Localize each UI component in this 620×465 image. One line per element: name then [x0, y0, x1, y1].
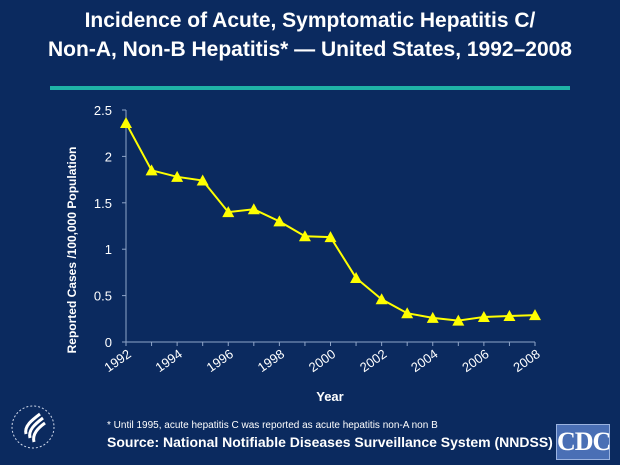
data-point-triangle: [120, 116, 132, 128]
title-line-2: Non-A, Non-B Hepatitis* — United States,…: [48, 38, 572, 61]
y-tick-label: 1.5: [94, 196, 112, 211]
data-point-triangle: [375, 293, 388, 305]
data-point-triangle: [503, 310, 516, 322]
x-axis-label: Year: [316, 389, 343, 404]
cdc-logo: CDC: [556, 424, 611, 460]
data-point-triangle: [273, 215, 286, 227]
data-line: [125, 122, 536, 322]
data-point-triangle: [426, 311, 439, 323]
x-tick-label: 2000: [306, 346, 338, 375]
y-axis-label: Reported Cases /100,000 Population: [65, 147, 79, 354]
data-point-triangle: [247, 203, 260, 215]
x-tick-label: 2004: [408, 346, 440, 375]
data-point-triangle: [222, 206, 235, 218]
y-tick-label: 0: [105, 335, 112, 350]
data-point-triangle: [196, 174, 209, 186]
data-point-triangle: [477, 310, 490, 322]
data-point-triangle: [324, 231, 337, 243]
chart-title: Incidence of Acute, Symptomatic Hepatiti…: [0, 6, 620, 64]
source-note: Source: National Notifiable Diseases Sur…: [107, 434, 553, 450]
x-tick-label: 1992: [101, 346, 133, 375]
x-tick-label: 1996: [204, 346, 236, 375]
title-line-1: Incidence of Acute, Symptomatic Hepatiti…: [84, 9, 536, 32]
x-tick-label: 1994: [153, 346, 185, 375]
data-point-triangle: [452, 314, 465, 326]
x-tick-label: 2006: [459, 346, 491, 375]
y-tick-label: 2: [105, 149, 112, 164]
x-tick-label: 2008: [510, 346, 542, 375]
data-point-triangle: [145, 164, 158, 176]
footnote: * Until 1995, acute hepatitis C was repo…: [107, 420, 438, 431]
title-divider: [50, 86, 570, 90]
data-point-triangle: [298, 230, 311, 242]
data-point-triangle: [401, 307, 414, 319]
y-tick-label: 0.5: [94, 289, 112, 304]
x-tick-label: 2002: [357, 346, 389, 375]
hhs-logo: [10, 404, 56, 450]
y-tick-label: 2.5: [94, 103, 112, 118]
y-tick-label: 1: [105, 242, 112, 257]
x-tick-label: 1998: [255, 346, 287, 375]
data-point-triangle: [529, 309, 541, 321]
data-point-triangle: [350, 271, 363, 283]
data-point-triangle: [171, 170, 184, 182]
